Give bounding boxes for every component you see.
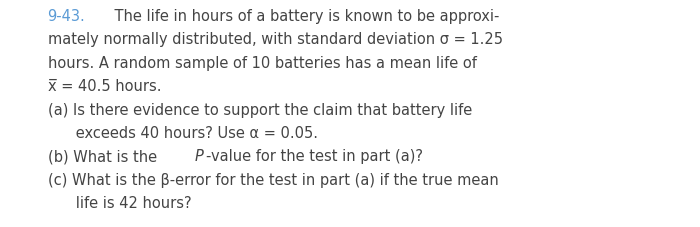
Text: life is 42 hours?: life is 42 hours? <box>48 196 191 211</box>
Text: (a) Is there evidence to support the claim that battery life: (a) Is there evidence to support the cla… <box>48 103 472 118</box>
Text: 9-43.: 9-43. <box>48 9 85 24</box>
Text: mately normally distributed, with standard deviation σ = 1.25: mately normally distributed, with standa… <box>48 32 503 47</box>
Text: x̅ = 40.5 hours.: x̅ = 40.5 hours. <box>48 79 161 94</box>
Text: P: P <box>195 149 203 164</box>
Text: exceeds 40 hours? Use α = 0.05.: exceeds 40 hours? Use α = 0.05. <box>48 126 318 141</box>
Text: -value for the test in part (a)?: -value for the test in part (a)? <box>206 149 423 164</box>
Text: (b) What is the: (b) What is the <box>48 149 161 164</box>
Text: The life in hours of a battery is known to be approxi-: The life in hours of a battery is known … <box>97 9 500 24</box>
Text: (c) What is the β-error for the test in part (a) if the true mean: (c) What is the β-error for the test in … <box>48 173 498 188</box>
Text: hours. A random sample of 10 batteries has a mean life of: hours. A random sample of 10 batteries h… <box>48 56 477 71</box>
